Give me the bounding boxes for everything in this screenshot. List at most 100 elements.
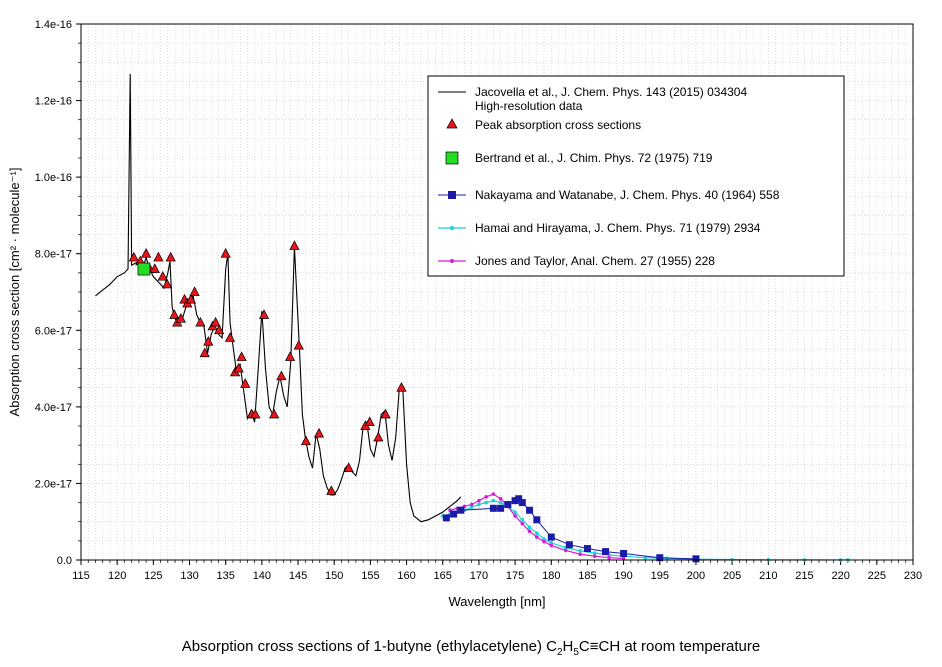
series-hamai-point [498, 500, 503, 505]
series-jones-point [513, 514, 517, 518]
series-peak-point [276, 370, 287, 381]
y-tick-label: 6.0e-17 [35, 325, 72, 337]
series-nakayama-point [583, 545, 591, 553]
series-hamai-point [491, 498, 496, 503]
series-peak-point [373, 431, 384, 442]
series-bertrand-point [137, 262, 151, 276]
legend-nakayama-symbol [448, 191, 456, 199]
series-peak-point [141, 247, 152, 258]
series-nakayama-point [602, 548, 610, 556]
series-peak-point [343, 462, 354, 472]
series-jones-point [491, 492, 496, 496]
series-nakayama-point [450, 510, 458, 518]
series-hamai-point [592, 551, 597, 555]
series-nakayama-point [533, 516, 541, 524]
series-hamai-point [469, 505, 474, 509]
series-nakayama-point [692, 555, 700, 563]
y-tick-label: 2.0e-17 [35, 478, 72, 490]
x-tick-label: 190 [614, 570, 632, 582]
series-peak-point [195, 316, 206, 327]
series-jones-point [484, 495, 488, 499]
series-hamai-point [542, 537, 546, 541]
series-nakayama-point [526, 506, 534, 514]
caption-sub-1: 2 [556, 647, 563, 658]
series-peak-point [269, 408, 280, 419]
series-peak-point [326, 485, 337, 495]
grid [80, 23, 914, 561]
y-tick-label: 1.4e-16 [35, 19, 72, 31]
series-peak-point [236, 351, 247, 361]
x-tick-label: 120 [108, 570, 126, 582]
x-tick-label: 210 [759, 570, 777, 582]
legend-bertrand-label: Bertrand et al., J. Chim. Phys. 72 (1975… [475, 151, 713, 165]
caption-prefix: Absorption cross sections of 1-butyne (e… [181, 638, 557, 655]
series-nakayama-point [497, 504, 505, 512]
legend-peak-label: Peak absorption cross sections [475, 118, 641, 132]
y-axis-label: Absorption cross section [cm² · molecule… [7, 168, 22, 417]
series-hamai-point [477, 502, 481, 507]
series-jones-point [477, 498, 481, 503]
series-peak-point [189, 286, 200, 296]
x-tick-label: 130 [180, 570, 198, 582]
series-peak-point [250, 408, 261, 419]
caption-sub-2: 5 [573, 647, 579, 658]
series-peak-point [162, 278, 173, 289]
x-tick-label: 115 [72, 570, 90, 582]
legend-hamai-label: Hamai and Hirayama, J. Chem. Phys. 71 (1… [475, 221, 761, 235]
x-tick-label: 150 [325, 570, 343, 582]
series-peak-point [185, 293, 197, 304]
legend-jones-symbol [450, 259, 454, 263]
x-tick-label: 175 [506, 570, 524, 582]
x-tick-label: 230 [904, 570, 922, 582]
series-peak-point [175, 313, 186, 323]
series-peak-point [364, 416, 375, 427]
series-peak-point [396, 381, 407, 392]
x-tick-label: 195 [651, 570, 669, 582]
series-jones-point [549, 543, 554, 548]
x-tick-label: 225 [868, 570, 886, 582]
series-jones-point [607, 555, 611, 560]
legend-peak-symbol [446, 118, 458, 129]
series-nakayama-point [515, 495, 523, 503]
series-hamai-point [578, 549, 582, 553]
series-hamai-point [513, 510, 517, 514]
series-peak-point [153, 251, 164, 262]
series-nakayama-point [656, 554, 664, 562]
series-jones-point [592, 554, 597, 558]
x-tick-label: 160 [397, 570, 415, 582]
series-peak-point [169, 309, 180, 319]
y-tick-label: 0.0 [57, 555, 72, 567]
series-peak-point [165, 251, 176, 262]
series-nakayama-point [565, 541, 573, 549]
series-peak-point [149, 263, 160, 273]
series-hamai-point [643, 555, 648, 560]
legend-jacovella-label: Jacovella et al., J. Chem. Phys. 143 (20… [475, 85, 747, 99]
legend-box [427, 75, 845, 277]
series-nakayama-point [620, 549, 628, 557]
series-layer [95, 73, 850, 563]
x-axis-label: Wavelength [nm] [448, 594, 545, 609]
series-peak-point [300, 435, 312, 446]
series-peak-point [233, 362, 244, 373]
x-tick-label: 155 [361, 570, 379, 582]
y-tick-label: 1.2e-16 [35, 96, 72, 108]
series-nakayama-point [489, 504, 497, 512]
series-peak-point [128, 251, 139, 262]
y-axis-ticks: 0.0 2.0e-17 4.0e-17 6.0e-17 8.0e-17 1.0e-16 1.… [35, 19, 81, 567]
series-peak-point [203, 336, 214, 346]
x-tick-label: 215 [795, 570, 813, 582]
series-peak-point [380, 408, 391, 419]
y-tick-label: 8.0e-17 [35, 249, 72, 261]
series-nakayama-point [442, 514, 450, 522]
series-peak-point [220, 247, 231, 258]
figure-caption: Absorption cross sections of 1-butyne (e… [0, 638, 942, 658]
series-jones-point [621, 556, 626, 561]
x-tick-label: 185 [578, 570, 596, 582]
series-nakayama-point [518, 499, 526, 507]
x-tick-label: 170 [470, 570, 488, 582]
series-peak-point [258, 309, 270, 319]
x-tick-label: 220 [831, 570, 849, 582]
series-peak-point [293, 339, 304, 350]
series-peak-point [285, 351, 296, 361]
